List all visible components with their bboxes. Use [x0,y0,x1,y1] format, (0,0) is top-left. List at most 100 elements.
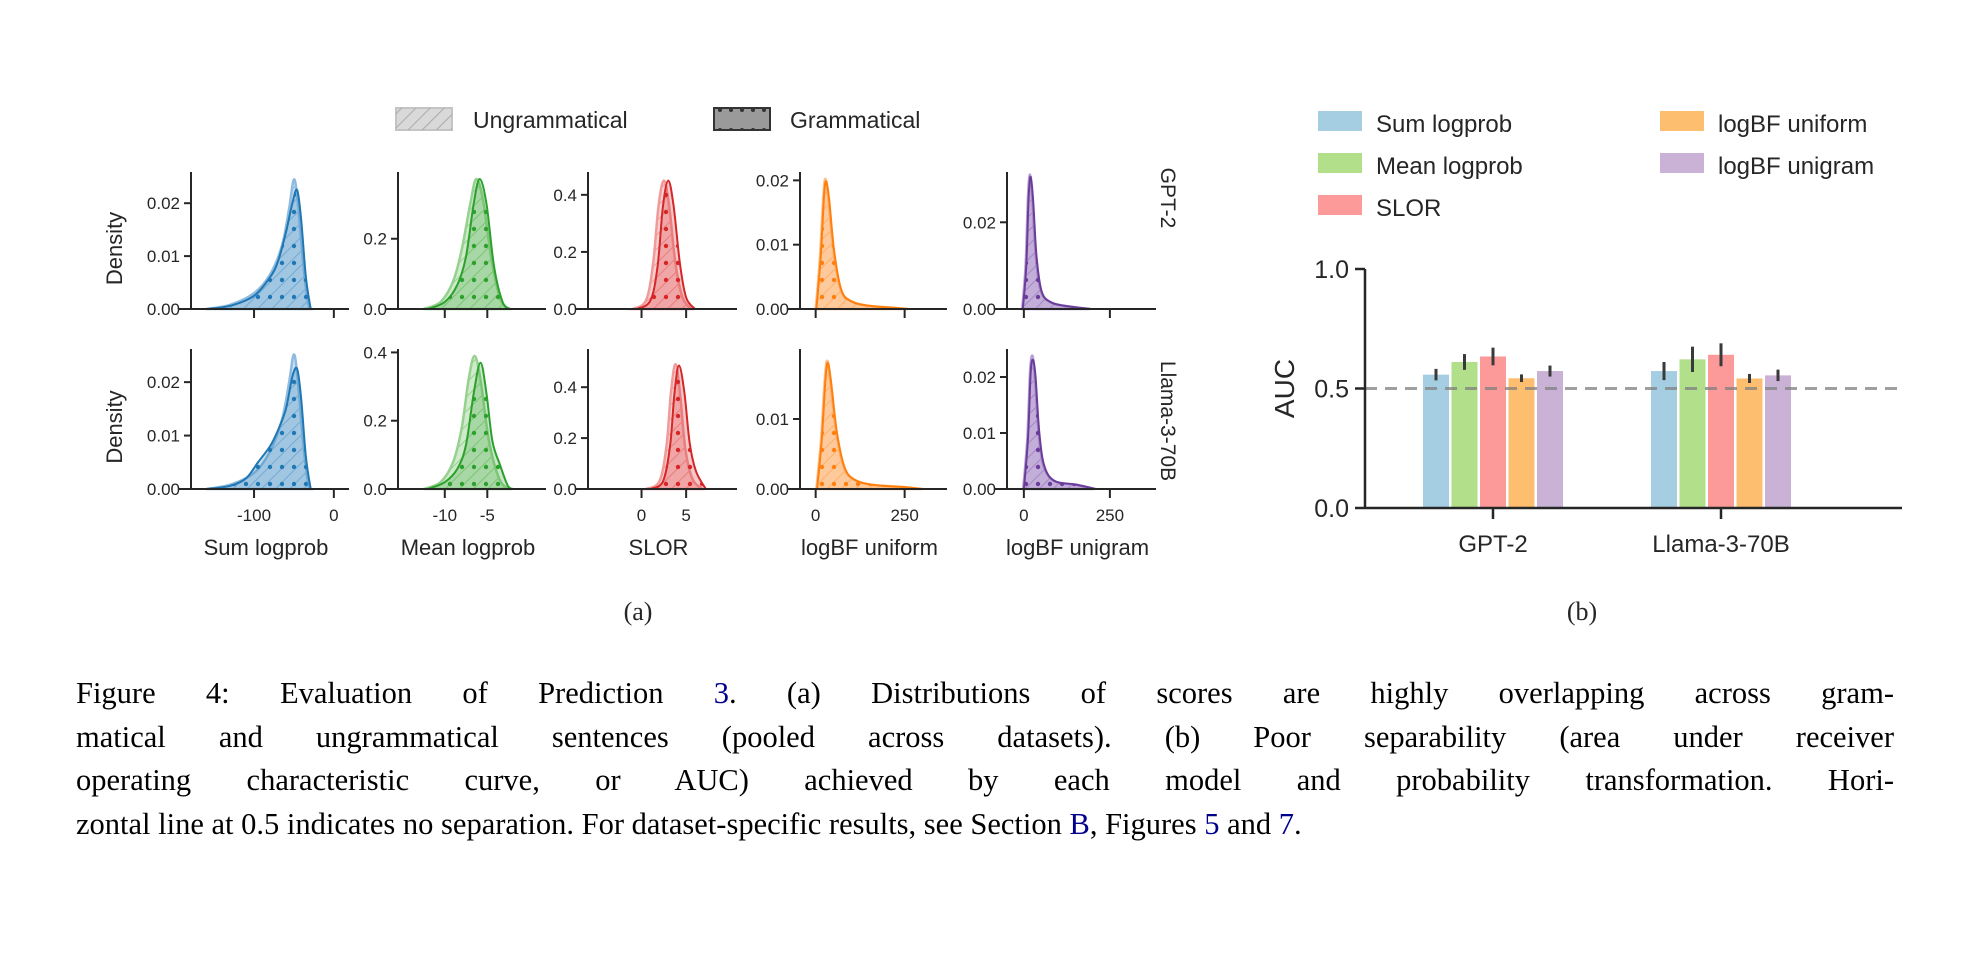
grammatical-density-curve [633,179,698,310]
y-axis-label: AUC [1269,359,1300,418]
subfigure-a-label: (a) [624,597,653,626]
legend-label: logBF uniform [1718,111,1867,138]
bar [1679,359,1706,508]
x-tick-label: 5 [681,506,690,525]
density-panel-1-3: 0.0 0.2 0.4 [553,172,737,319]
y-tick-label: 0.00 [756,300,789,319]
row-label: GPT-2 [1156,168,1179,229]
x-tick-label: -10 [432,506,457,525]
caption-line: matical and ungrammatical sentences (poo… [76,716,1894,760]
y-tick-label: 0.4 [363,343,387,362]
y-tick-label: 0.02 [963,368,996,387]
y-tick-label: 0.0 [363,480,387,499]
figure-caption: Figure 4: Evaluation of Prediction 3. (a… [76,672,1894,846]
auc-legend: Sum logprob Mean logprob SLOR logBF uniform… [1318,111,1874,222]
figure: Ungrammatical Grammatical0.000.010.02Dens… [102,107,1902,626]
density-panel-1-1: 0.00 0.01 0.02 Density [102,172,349,319]
y-tick-label: 0.00 [147,300,180,319]
y-tick-label: 0.01 [147,427,180,446]
cross-reference-link[interactable]: 5 [1204,806,1220,841]
y-tick-label: 0.01 [963,424,996,443]
legend-label: logBF unigram [1718,153,1874,180]
y-tick-label: 0.2 [553,429,577,448]
caption-text: , Figures [1089,806,1205,841]
x-tick-label: 0 [329,506,338,525]
legend-entry: SLOR [1318,195,1441,222]
bar [1765,375,1791,508]
bar [1537,371,1563,508]
legend-swatch [1318,153,1362,173]
legend-entry-grammatical: Grammatical [713,107,920,133]
y-tick-label: 0.2 [363,412,387,431]
y-tick-label: 0.00 [147,480,180,499]
caption-text: . (a) Distributions of scores are highly… [729,676,1894,710]
grammatical-density-curve [427,361,517,490]
y-tick-label: 0.02 [756,171,789,190]
legend-entry: logBF unigram [1660,153,1874,180]
cross-reference-link[interactable]: B [1069,806,1090,841]
bar [1508,378,1535,508]
caption-text: operating characteristic curve, or AUC) … [76,763,1894,797]
legend-pattern [396,108,452,130]
grammatical-density-curve [646,364,708,490]
legend-entry: Sum logprob [1318,111,1512,138]
x-tick-label: 0 [637,506,646,525]
caption-text: zontal line at 0.5 indicates no separati… [76,806,1070,841]
y-tick-label: 0.01 [756,236,789,255]
x-axis-label: logBF unigram [1006,535,1149,560]
bar-group-llama-3-70b [1651,343,1791,508]
legend-label: SLOR [1376,195,1441,222]
cross-reference-link[interactable]: 3 [713,676,729,710]
grammatical-density-curve [206,188,312,310]
legend-swatch [1318,195,1362,215]
bar [1708,354,1734,508]
x-tick-label: -5 [480,506,495,525]
row-label: Llama-3-70B [1156,361,1179,481]
subfigure-b-auc-bar-chart: Sum logprob Mean logprob SLOR logBF uniform… [1269,111,1902,626]
density-panel-1-2: 0.0 0.2 [363,172,546,319]
cross-reference-link[interactable]: 7 [1278,806,1294,841]
y-tick-label: 0.01 [756,410,789,429]
y-tick-label: 0.00 [963,480,996,499]
legend-label: Grammatical [790,107,920,133]
x-axis-label: Sum logprob [204,535,329,560]
legend-pattern [714,108,770,130]
density-panel-2-3: 0.0 0.2 0.4 0 5 SLOR [553,349,737,560]
caption-text: and [1219,806,1279,841]
x-axis-label: Mean logprob [401,535,536,560]
grammatical-density-curve [206,366,312,490]
legend-swatch [1660,111,1704,131]
y-tick-label: 0.4 [553,378,577,397]
y-tick-label: 0.00 [963,300,996,319]
legend-label: Mean logprob [1376,153,1523,180]
bar [1651,371,1677,508]
y-tick-label: 0.02 [963,213,996,232]
bar [1451,361,1478,508]
subfigure-a-density-grid: Ungrammatical Grammatical0.000.010.02Dens… [102,107,1179,626]
x-tick-label: GPT-2 [1458,531,1527,558]
density-panel-1-4: 0.00 0.01 0.02 [756,171,947,319]
x-tick-label: 0 [811,506,820,525]
bar-group-gpt-2 [1423,347,1563,508]
y-tick-label: 0.0 [553,300,577,319]
caption-line: operating characteristic curve, or AUC) … [76,759,1894,803]
grammatical-density-curve [1022,358,1097,490]
y-tick-label: 0.02 [147,194,180,213]
legend-swatch [1318,111,1362,131]
legend-entry: logBF uniform [1660,111,1867,138]
y-tick-label: 0.2 [363,230,387,249]
grammatical-density-curve [815,361,923,490]
y-axis-label: Density [102,390,127,463]
legend-label: Sum logprob [1376,111,1512,138]
y-tick-label: 1.0 [1314,256,1349,284]
x-axis-label: logBF uniform [801,535,938,560]
x-tick-label: Llama-3-70B [1652,531,1789,558]
legend-entry: Mean logprob [1318,153,1523,180]
grammatical-density-curve [1021,175,1092,310]
density-panel-2-4: 0.00 0.01 0 250 logBF uniform [756,349,947,560]
y-axis-label: Density [102,212,127,285]
caption-line: Figure 4: Evaluation of Prediction 3. (a… [76,672,1894,716]
legend-entry-ungrammatical: Ungrammatical [395,107,628,133]
y-tick-label: 0.00 [756,480,789,499]
